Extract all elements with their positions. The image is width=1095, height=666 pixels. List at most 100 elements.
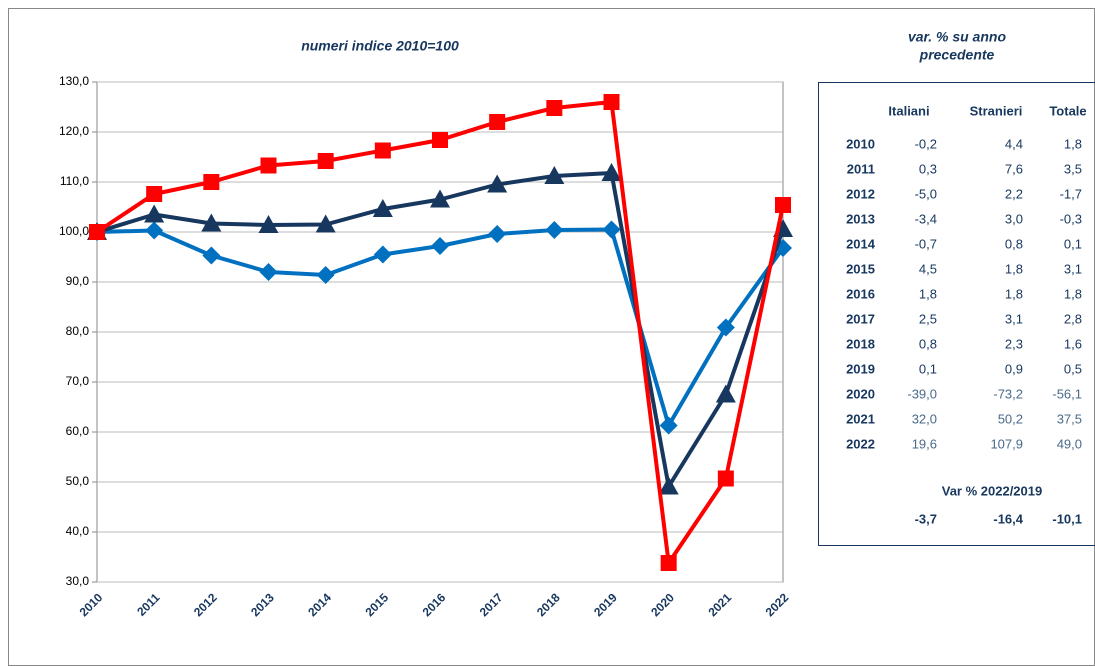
y-tick-label: 30,0 bbox=[66, 574, 90, 588]
table-cell: 32,0 bbox=[912, 411, 937, 426]
row-label: 2020 bbox=[846, 386, 875, 401]
marker bbox=[317, 153, 334, 169]
row-label: 2021 bbox=[846, 411, 875, 426]
marker bbox=[603, 94, 620, 110]
y-tick-label: 100,0 bbox=[59, 224, 89, 238]
table-cell: 0,1 bbox=[1064, 236, 1082, 251]
table-cell: 2,3 bbox=[1005, 336, 1023, 351]
table-cell: 3,1 bbox=[1005, 311, 1023, 326]
table-box bbox=[818, 82, 1095, 546]
y-tick-label: 60,0 bbox=[66, 424, 90, 438]
table-cell: 1,8 bbox=[1064, 136, 1082, 151]
marker bbox=[489, 114, 506, 130]
table-cell: 0,9 bbox=[1005, 361, 1023, 376]
table-cell: 3,1 bbox=[1064, 261, 1082, 276]
table-cell: 1,8 bbox=[1005, 286, 1023, 301]
row-label: 2016 bbox=[846, 286, 875, 301]
marker bbox=[146, 186, 163, 202]
table-cell: 107,9 bbox=[990, 436, 1023, 451]
table-cell: 2,5 bbox=[919, 311, 937, 326]
marker bbox=[430, 189, 450, 208]
summary-label: Var % 2022/2019 bbox=[942, 483, 1042, 498]
summary-cell: -16,4 bbox=[993, 511, 1023, 526]
y-tick-label: 50,0 bbox=[66, 474, 90, 488]
table-cell: 1,8 bbox=[1064, 286, 1082, 301]
table-cell: 19,6 bbox=[912, 436, 937, 451]
marker bbox=[659, 416, 678, 435]
marker bbox=[374, 142, 391, 159]
marker bbox=[546, 100, 563, 116]
marker bbox=[202, 246, 221, 265]
summary-cell: -3,7 bbox=[915, 511, 937, 526]
marker bbox=[201, 213, 222, 232]
row-label: 2019 bbox=[846, 361, 875, 376]
y-tick-label: 130,0 bbox=[59, 74, 89, 88]
marker bbox=[716, 318, 735, 337]
y-tick-label: 120,0 bbox=[59, 124, 89, 138]
table-cell: 1,6 bbox=[1064, 336, 1082, 351]
table-header: Totale bbox=[1049, 103, 1086, 118]
marker bbox=[89, 224, 105, 240]
row-label: 2012 bbox=[846, 186, 875, 201]
table-cell: -0,2 bbox=[915, 136, 937, 151]
marker bbox=[545, 221, 564, 239]
row-label: 2010 bbox=[846, 136, 875, 151]
marker bbox=[431, 237, 449, 255]
row-label: 2022 bbox=[846, 436, 875, 451]
marker bbox=[315, 214, 336, 233]
table-cell: 3,0 bbox=[1005, 211, 1023, 226]
marker bbox=[373, 245, 392, 264]
y-tick-label: 70,0 bbox=[66, 374, 90, 388]
table-cell: 2,2 bbox=[1005, 186, 1023, 201]
table-cell: 0,8 bbox=[919, 336, 937, 351]
row-label: 2013 bbox=[846, 211, 875, 226]
marker bbox=[601, 163, 622, 181]
marker bbox=[203, 174, 220, 190]
table-cell: 49,0 bbox=[1057, 436, 1082, 451]
table-cell: 3,5 bbox=[1064, 161, 1082, 176]
table-cell: 1,8 bbox=[919, 286, 937, 301]
table-header: Italiani bbox=[888, 103, 929, 118]
summary-cell: -10,1 bbox=[1052, 511, 1082, 526]
table-cell: 0,3 bbox=[919, 161, 937, 176]
table-cell: -39,0 bbox=[907, 386, 937, 401]
table-cell: 4,4 bbox=[1005, 136, 1023, 151]
y-tick-label: 80,0 bbox=[66, 324, 90, 338]
table-cell: -5,0 bbox=[915, 186, 937, 201]
table-cell: 0,1 bbox=[919, 361, 937, 376]
marker bbox=[145, 221, 164, 240]
y-tick-label: 40,0 bbox=[66, 524, 90, 538]
table-header: Stranieri bbox=[970, 103, 1023, 118]
table-title: var. % su anno bbox=[908, 29, 1006, 45]
marker bbox=[658, 476, 679, 495]
row-label: 2014 bbox=[846, 236, 876, 251]
marker bbox=[144, 204, 165, 223]
table-cell: -0,7 bbox=[915, 236, 937, 251]
table-cell: -3,4 bbox=[915, 211, 937, 226]
table-cell: 1,8 bbox=[1005, 261, 1023, 276]
row-label: 2011 bbox=[847, 161, 875, 176]
marker bbox=[260, 157, 277, 174]
chart-title: numeri indice 2010=100 bbox=[301, 38, 459, 54]
marker bbox=[316, 266, 335, 284]
table-title: precedente bbox=[919, 47, 995, 63]
marker bbox=[602, 220, 621, 239]
marker bbox=[258, 215, 279, 233]
marker bbox=[717, 470, 734, 487]
marker bbox=[660, 555, 677, 571]
table-cell: 50,2 bbox=[998, 411, 1023, 426]
table-cell: 37,5 bbox=[1057, 411, 1082, 426]
marker bbox=[372, 199, 393, 217]
y-tick-label: 110,0 bbox=[60, 174, 89, 188]
table-cell: 4,5 bbox=[919, 261, 937, 276]
marker bbox=[775, 197, 791, 213]
table-cell: 7,6 bbox=[1005, 161, 1023, 176]
table-cell: 2,8 bbox=[1064, 311, 1082, 326]
y-tick-label: 90,0 bbox=[66, 274, 90, 288]
table-cell: 0,5 bbox=[1064, 361, 1082, 376]
marker bbox=[259, 263, 278, 281]
table-cell: -56,1 bbox=[1052, 386, 1082, 401]
table-cell: -1,7 bbox=[1060, 186, 1082, 201]
table-cell: -73,2 bbox=[993, 386, 1023, 401]
